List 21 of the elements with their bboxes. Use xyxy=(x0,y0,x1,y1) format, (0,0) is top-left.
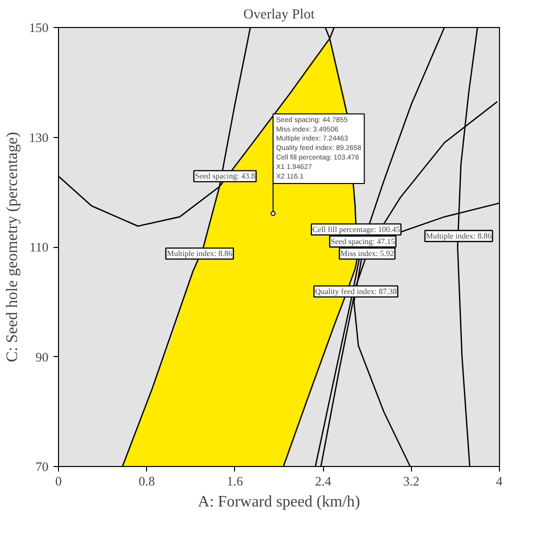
y-tick-label: 70 xyxy=(36,459,48,474)
x-tick-label: 3.2 xyxy=(403,474,420,488)
x-tick-label: 1.6 xyxy=(226,474,244,488)
x-tick-label: 0 xyxy=(55,474,62,488)
y-tick-label: 90 xyxy=(36,349,48,364)
x-tick-label: 4 xyxy=(496,474,503,488)
x-tick-label: 0.8 xyxy=(138,474,155,488)
y-tick-label: 110 xyxy=(29,240,49,254)
x-axis-title: A: Forward speed (km/h) xyxy=(198,494,360,510)
y-axis-title: C: Seed hole geometry (percentage) xyxy=(4,132,21,362)
annotation: Multiple index: 8.86 xyxy=(166,249,232,258)
x-tick-label: 2.4 xyxy=(314,474,332,488)
annotation: Cell fill percentage: 100.45 xyxy=(312,224,400,234)
annotation: Quality feed index: 87.38 xyxy=(314,286,397,296)
y-tick-label: 150 xyxy=(29,20,48,35)
annotation: Multiple index: 8.86 xyxy=(426,232,492,241)
y-tick-label: 130 xyxy=(29,130,48,145)
annotation: Seed spacing: 43.8 xyxy=(194,172,256,181)
chart-title: Overlay Plot xyxy=(243,8,315,22)
annotation: Miss index: 5.92 xyxy=(340,249,394,258)
annotation: Seed spacing: 47.15 xyxy=(330,237,395,246)
